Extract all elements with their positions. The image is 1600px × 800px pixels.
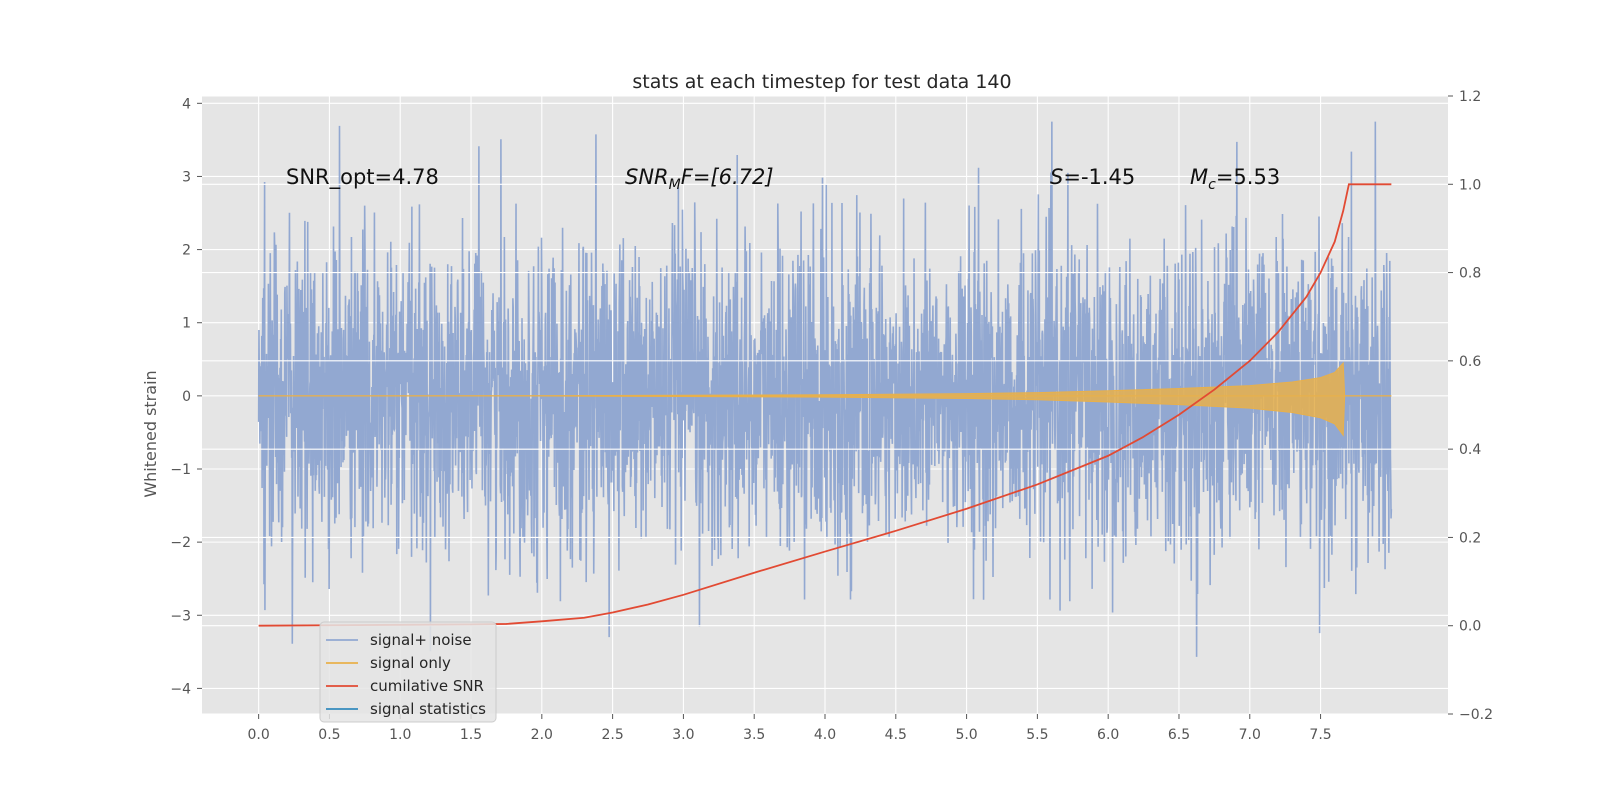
chart-title: stats at each timestep for test data 140 [632, 71, 1011, 93]
y-axis-label: Whitened strain [141, 370, 160, 497]
y-tick-label: 1 [182, 316, 191, 332]
x-tick-label: 3.5 [743, 727, 765, 743]
x-tick-label: 0.5 [318, 727, 340, 743]
x-tick-label: 6.5 [1168, 727, 1190, 743]
x-tick-label: 2.0 [531, 727, 553, 743]
y2-tick-label: 0.4 [1459, 442, 1481, 458]
y2-tick-label: 1.0 [1459, 177, 1481, 193]
annotation-snr-mf: SNRMF=[6.72] [625, 165, 774, 193]
y-axis-left: 4 3 2 1 0 −1 −2 −3 −4 [170, 96, 202, 697]
x-tick-label: 1.5 [460, 727, 482, 743]
y-tick-label: −3 [170, 608, 191, 624]
signal-only-envelope [258, 361, 1392, 437]
x-tick-label: 4.0 [814, 727, 836, 743]
y-tick-label: −2 [170, 535, 191, 551]
legend: signal+ noise signal only cumilative SNR… [319, 621, 497, 723]
legend-label-signal-noise: signal+ noise [370, 631, 472, 649]
y-tick-label: 3 [182, 169, 191, 185]
x-tick-label: 6.0 [1097, 727, 1119, 743]
x-tick-label: 5.5 [1026, 727, 1048, 743]
y2-tick-label: 0.2 [1459, 530, 1481, 546]
x-tick-label: 4.5 [885, 727, 907, 743]
legend-label-signal-statistics: signal statistics [370, 700, 486, 718]
y2-tick-label: 1.2 [1459, 89, 1481, 105]
x-tick-label: 7.5 [1309, 727, 1331, 743]
y2-tick-label: 0.8 [1459, 266, 1481, 282]
x-tick-label: 1.0 [389, 727, 411, 743]
x-tick-label: 2.5 [601, 727, 623, 743]
signal-noise-series [257, 121, 1393, 657]
annotation-snr-opt: SNR_opt=4.78 [286, 165, 439, 190]
y-tick-label: 0 [182, 389, 191, 405]
x-tick-label: 7.0 [1239, 727, 1261, 743]
legend-label-signal-only: signal only [370, 654, 451, 672]
y-tick-label: 2 [182, 243, 191, 259]
cumulative-snr-series [258, 183, 1392, 627]
y-tick-label: 4 [182, 96, 191, 112]
right-axis-gridlines [202, 96, 1448, 714]
legend-label-cumulative-snr: cumilative SNR [370, 677, 484, 695]
y2-tick-label: 0.6 [1459, 354, 1481, 370]
x-tick-label: 0.0 [248, 727, 270, 743]
y2-tick-label: 0.0 [1459, 619, 1481, 635]
legend-box [319, 621, 497, 723]
y-axis-right: 1.2 1.0 0.8 0.6 0.4 0.2 0.0 −0.2 [1448, 89, 1493, 723]
y-tick-label: −4 [170, 681, 191, 697]
x-tick-label: 5.0 [955, 727, 977, 743]
y2-tick-label: −0.2 [1459, 707, 1493, 723]
annotation-mc: Mc=5.53 [1190, 165, 1280, 193]
x-axis: 0.0 0.5 1.0 1.5 2.0 2.5 3.0 3.5 4.0 4.5 5.0 5.5 6.0 6… [248, 714, 1332, 743]
annotation-s: S=-1.45 [1050, 165, 1135, 189]
y-tick-label: −1 [170, 462, 191, 478]
x-tick-label: 3.0 [672, 727, 694, 743]
